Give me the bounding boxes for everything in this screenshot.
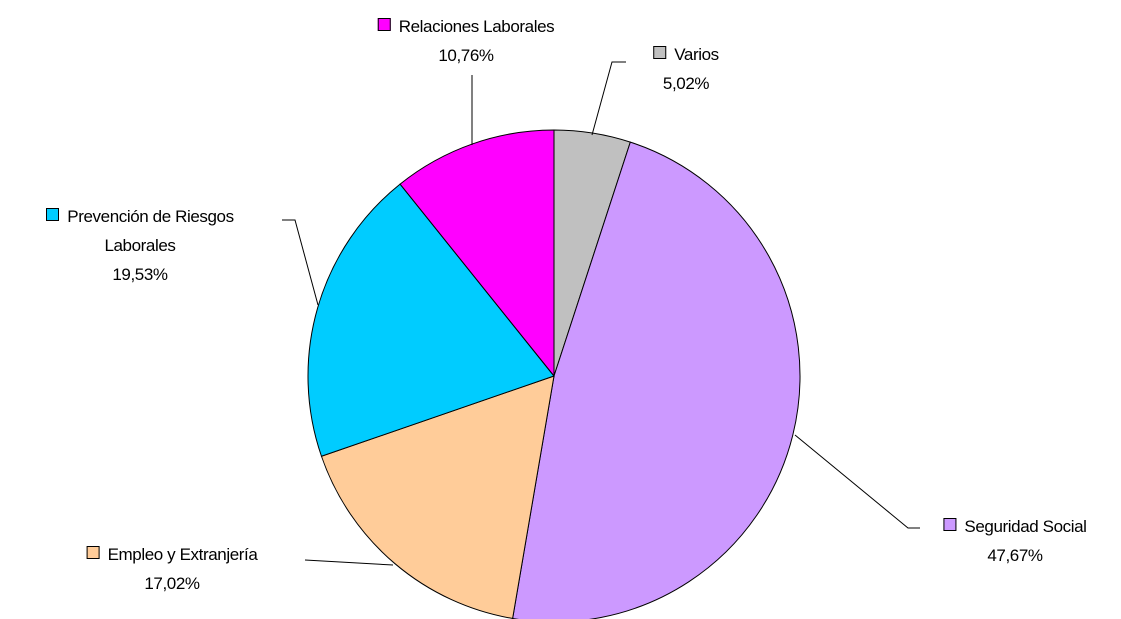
- category-label: Empleo y Extranjería: [107, 545, 258, 564]
- label-name-line: Seguridad Social: [943, 512, 1087, 541]
- category-label: Varios: [674, 45, 719, 64]
- leader-line: [794, 434, 920, 529]
- slice-label: Prevención de Riesgos Laborales 19,53%: [20, 202, 260, 289]
- pie-slice: [307, 183, 555, 457]
- value-label: 5,02%: [662, 74, 710, 93]
- slice-label: Seguridad Social 47,67%: [943, 512, 1087, 570]
- value-label: 47,67%: [987, 546, 1043, 565]
- legend-swatch: [653, 46, 667, 59]
- legend-swatch: [86, 546, 100, 559]
- legend-swatch: [377, 18, 391, 31]
- value-label: 10,76%: [438, 46, 494, 65]
- slice-label: Varios 5,02%: [653, 40, 719, 98]
- leader-line: [591, 61, 626, 136]
- slice-label: Empleo y Extranjería 17,02%: [86, 540, 258, 598]
- label-name-line: Empleo y Extranjería: [86, 540, 258, 569]
- value-label: 17,02%: [144, 574, 200, 593]
- value-label: 19,53%: [112, 265, 168, 284]
- legend-swatch: [46, 208, 60, 221]
- legend-swatch: [943, 518, 957, 531]
- pie: [307, 129, 801, 619]
- leader-line: [282, 219, 319, 306]
- category-label: Seguridad Social: [964, 517, 1087, 536]
- leader-lines: [282, 61, 920, 566]
- label-name-line: Prevención de Riesgos Laborales: [20, 202, 260, 260]
- slice-label: Relaciones Laborales 10,76%: [377, 12, 555, 70]
- label-name-line: Relaciones Laborales: [377, 12, 555, 41]
- category-label: Prevención de Riesgos Laborales: [67, 207, 234, 255]
- pie-slice: [512, 141, 801, 619]
- leader-line: [304, 559, 394, 566]
- category-label: Relaciones Laborales: [398, 17, 555, 36]
- label-name-line: Varios: [653, 40, 719, 69]
